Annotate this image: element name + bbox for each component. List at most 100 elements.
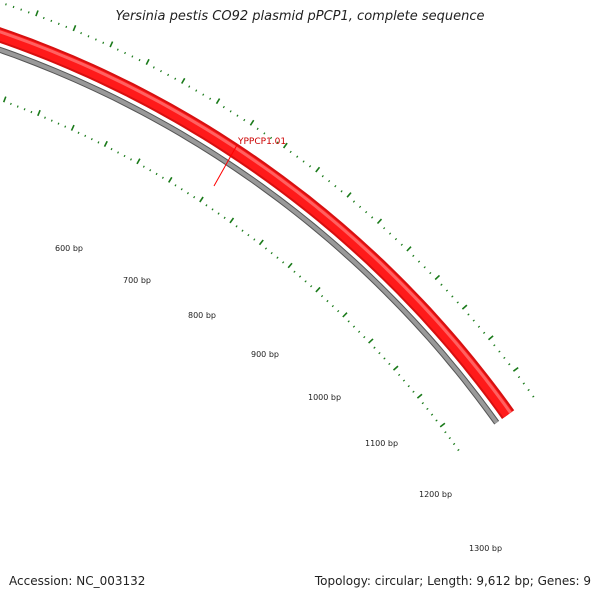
outer-tick-mark — [57, 22, 60, 26]
inner-tick-mark — [320, 294, 324, 298]
inner-tick-mark — [331, 304, 334, 308]
outer-tick-mark — [451, 295, 454, 298]
outer-tick-mark — [202, 93, 205, 96]
inner-tick-mark — [378, 351, 381, 355]
inner-tick-mark — [235, 225, 238, 228]
map-title: Yersinia pestis CO92 plasmid pPCP1, comp… — [115, 9, 485, 24]
outer-tick-mark — [417, 260, 421, 263]
feature-arc-yppcp1-01[interactable] — [0, 29, 513, 418]
inner-tick-mark — [352, 325, 356, 328]
outer-tick-mark — [503, 356, 506, 359]
outer-tick-mark — [167, 73, 170, 77]
inner-tick-mark — [412, 390, 415, 393]
inner-tick-mark — [217, 212, 220, 215]
outer-tick-mark — [423, 266, 426, 269]
outer-tick-mark — [249, 119, 255, 126]
outer-tick-mark — [472, 319, 475, 322]
inner-tick-mark — [310, 285, 313, 288]
inner-tick-mark — [282, 261, 285, 264]
inner-tick-mark — [180, 188, 183, 191]
outer-tick-mark — [346, 192, 352, 198]
inner-tick-mark — [64, 125, 67, 128]
outer-tick-mark — [282, 142, 288, 149]
outer-tick-mark — [152, 66, 155, 69]
inner-tick-mark — [304, 280, 307, 283]
outer-tick-mark — [328, 180, 331, 183]
outer-tick-mark — [159, 69, 163, 73]
inner-tick-mark — [435, 419, 438, 422]
outer-tick-mark — [138, 58, 141, 62]
outer-tick-ring — [5, 3, 535, 398]
outer-tick-mark — [445, 289, 449, 292]
outer-tick-mark — [174, 77, 177, 80]
inner-tick-mark — [416, 393, 423, 399]
ruler-label: 1200 bp — [419, 490, 452, 499]
inner-tick-mark — [421, 402, 424, 405]
inner-tick-mark — [383, 357, 386, 360]
inner-tick-mark — [293, 270, 296, 273]
outer-tick-mark — [400, 243, 403, 246]
inner-tick-mark — [229, 217, 235, 224]
outer-tick-mark — [365, 211, 368, 214]
inner-tick-mark — [388, 362, 391, 366]
inner-tick-mark — [168, 176, 173, 183]
inner-tick-mark — [342, 312, 348, 318]
outer-tick-mark — [195, 89, 198, 92]
outer-tick-mark — [498, 350, 501, 353]
backbone-outline — [0, 46, 500, 425]
inner-tick-mark — [326, 299, 329, 303]
outer-tick-mark — [50, 19, 53, 23]
outer-tick-mark — [315, 166, 321, 173]
inner-tick-mark — [347, 320, 350, 323]
outer-tick-mark — [131, 55, 134, 58]
outer-tick-mark — [406, 246, 412, 252]
inner-tick-mark — [430, 413, 434, 416]
inner-tick-mark — [258, 239, 264, 246]
outer-tick-mark — [188, 85, 191, 88]
inner-tick-mark — [287, 262, 293, 269]
outer-tick-mark — [412, 254, 415, 258]
ruler-label: 900 bp — [251, 350, 279, 359]
inner-tick-mark — [407, 385, 410, 388]
inner-tick-mark — [363, 335, 366, 339]
ruler-label: 600 bp — [55, 244, 83, 253]
outer-tick-mark — [429, 271, 432, 275]
outer-tick-mark — [394, 238, 398, 241]
outer-tick-mark — [517, 376, 521, 379]
outer-tick-mark — [116, 48, 119, 51]
ruler-label: 1300 bp — [469, 544, 502, 553]
outer-tick-mark — [222, 105, 225, 109]
outer-tick-mark — [209, 97, 212, 100]
inner-tick-mark — [264, 247, 268, 250]
inner-tick-mark — [298, 275, 302, 278]
feature-arc-highlight — [0, 30, 512, 414]
inner-tick-mark — [426, 407, 429, 410]
gene-feature[interactable] — [0, 27, 515, 419]
outer-tick-mark — [124, 51, 127, 55]
outer-tick-mark — [440, 283, 443, 286]
ruler-label: 700 bp — [123, 276, 151, 285]
backbone-arc — [0, 47, 499, 424]
outer-tick-mark — [289, 150, 292, 154]
outer-tick-mark — [109, 41, 114, 48]
inner-tick-mark — [247, 233, 250, 237]
feature-label[interactable]: YPPCP1.01 — [237, 137, 286, 147]
inner-tick-mark — [457, 448, 460, 452]
inner-tick-mark — [9, 102, 12, 106]
inner-tick-mark — [398, 373, 401, 377]
outer-tick-mark — [434, 274, 441, 281]
inner-tick-mark — [368, 338, 374, 344]
outer-tick-mark — [12, 5, 15, 9]
inner-tick-mark — [205, 204, 208, 207]
inner-tick-mark — [439, 422, 446, 428]
inner-tick-mark — [448, 437, 451, 440]
inner-tick-mark — [444, 431, 447, 434]
inner-tick-mark — [253, 238, 256, 241]
inner-tick-mark — [57, 122, 60, 125]
outer-tick-mark — [94, 38, 97, 41]
outer-tick-mark — [302, 160, 305, 163]
inner-tick-mark — [110, 147, 113, 151]
outer-tick-mark — [256, 127, 259, 131]
outer-tick-mark — [477, 325, 481, 328]
